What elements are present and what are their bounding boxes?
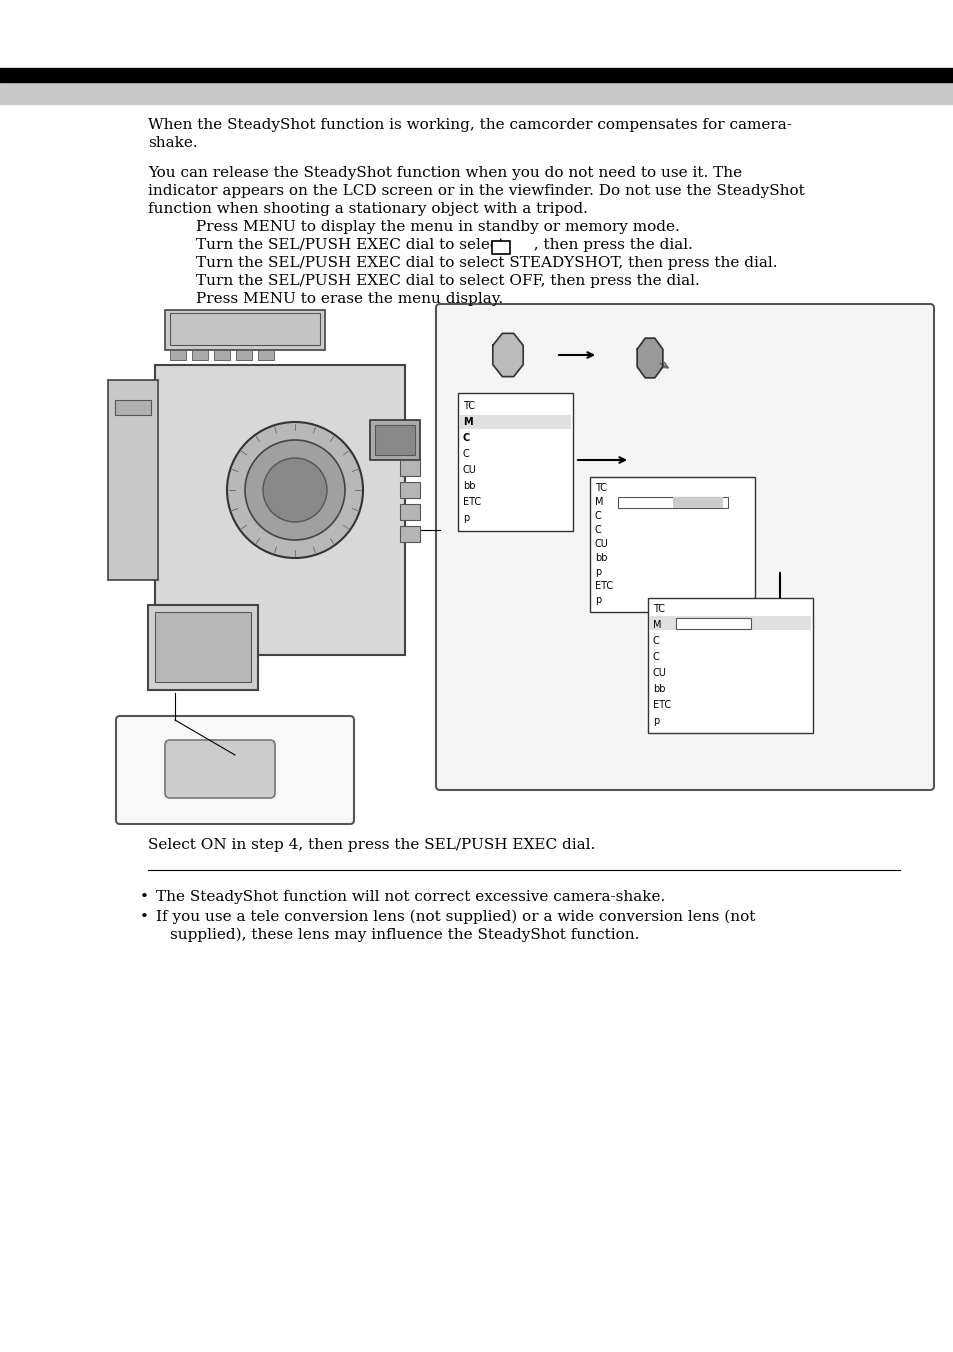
Text: indicator appears on the LCD screen or in the viewfinder. Do not use the SteadyS: indicator appears on the LCD screen or i… [148,184,804,197]
Bar [0,82,953,104]
Text: You can release the SteadyShot function when you do not need to use it. The: You can release the SteadyShot function … [148,166,741,180]
FancyBboxPatch shape [165,740,274,798]
Text: C: C [595,525,601,535]
Text: Press MENU to display the menu in standby or memory mode.: Press MENU to display the menu in standb… [195,220,679,234]
Bar [170,314,319,345]
Text: Turn the SEL/PUSH EXEC dial to select OFF, then press the dial.: Turn the SEL/PUSH EXEC dial to select OF… [195,274,699,288]
Text: shake.: shake. [148,137,197,150]
Text: C: C [462,449,469,458]
Text: CU: CU [462,465,476,475]
Text: C: C [494,242,500,251]
Bar [399,483,419,498]
Bar [492,241,510,254]
Bar [399,526,419,542]
Bar [115,400,151,415]
Text: C: C [652,652,659,662]
Polygon shape [493,334,522,377]
Bar [618,498,727,508]
Circle shape [263,458,327,522]
Text: TC: TC [652,604,664,614]
Text: M: M [462,416,472,427]
Bar [459,415,571,429]
Bar [192,350,208,360]
Bar [649,617,810,630]
Text: •: • [140,890,149,904]
Bar [399,504,419,521]
Bar [235,350,252,360]
FancyBboxPatch shape [116,717,354,823]
Bar [170,350,186,360]
Text: C: C [462,433,470,443]
Circle shape [227,422,363,558]
Bar [676,618,750,629]
Bar [154,612,251,681]
Text: function when shooting a stationary object with a tripod.: function when shooting a stationary obje… [148,201,587,216]
Text: supplied), these lens may influence the SteadyShot function.: supplied), these lens may influence the … [170,927,639,942]
Text: p: p [652,717,659,726]
Text: The SteadyShot function will not correct excessive camera-shake.: The SteadyShot function will not correct… [156,890,664,904]
Text: TC: TC [462,402,475,411]
Bar [375,425,415,456]
FancyBboxPatch shape [436,304,933,790]
Text: ETC: ETC [462,498,480,507]
Text: CU: CU [652,668,666,677]
Text: p: p [462,512,469,523]
Text: p: p [595,566,600,577]
Text: Select ON in step 4, then press the SEL/PUSH EXEC dial.: Select ON in step 4, then press the SEL/… [148,838,595,852]
Text: Turn the SEL/PUSH EXEC dial to select      , then press the dial.: Turn the SEL/PUSH EXEC dial to select , … [195,238,692,251]
Bar [370,420,419,460]
Bar [148,604,257,690]
Bar [0,68,953,82]
Text: bb: bb [595,553,607,562]
Text: M: M [652,621,660,630]
Bar [257,350,274,360]
Text: If you use a tele conversion lens (not supplied) or a wide conversion lens (not: If you use a tele conversion lens (not s… [156,910,755,925]
Text: TC: TC [595,483,606,493]
Text: bb: bb [652,684,665,694]
Text: ETC: ETC [652,700,670,710]
Bar [154,365,405,654]
Bar [108,380,158,580]
Bar [399,460,419,476]
Text: C: C [652,635,659,646]
Text: bb: bb [462,481,475,491]
Text: M: M [595,498,603,507]
Text: Turn the SEL/PUSH EXEC dial to select STEADYSHOT, then press the dial.: Turn the SEL/PUSH EXEC dial to select ST… [195,256,777,270]
Bar [672,498,722,508]
Bar [647,598,812,733]
Text: When the SteadyShot function is working, the camcorder compensates for camera-: When the SteadyShot function is working,… [148,118,791,132]
Text: p: p [595,595,600,604]
Bar [165,310,325,350]
Text: Press MENU to erase the menu display.: Press MENU to erase the menu display. [195,292,502,306]
Text: CU: CU [595,539,608,549]
Circle shape [245,439,345,539]
Text: C: C [595,511,601,521]
Bar [589,477,754,612]
Bar [213,350,230,360]
Polygon shape [637,338,662,377]
Bar [457,393,573,531]
Text: ETC: ETC [595,581,613,591]
Text: •: • [140,910,149,923]
